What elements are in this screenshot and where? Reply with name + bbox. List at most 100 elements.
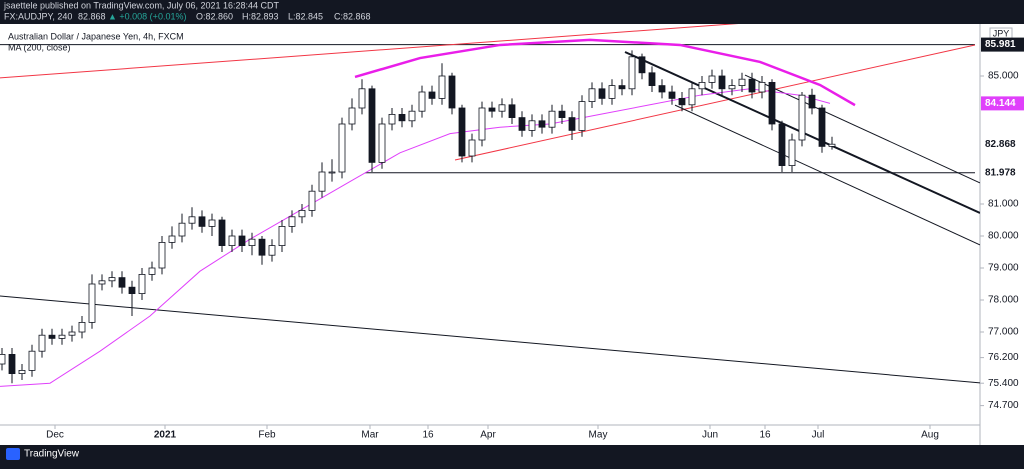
candle-body xyxy=(768,81,776,125)
candle-body xyxy=(708,75,716,83)
candle-body xyxy=(428,91,436,99)
trend-line xyxy=(0,295,980,384)
x-tick-label: Apr xyxy=(480,430,496,441)
y-tick-label: 80.000 xyxy=(988,231,1019,242)
x-tick-label: 2021 xyxy=(154,430,177,441)
candle-body xyxy=(348,107,356,125)
x-tick-label: Jul xyxy=(812,430,825,441)
price-label-box xyxy=(981,165,1024,180)
candle-body xyxy=(718,75,726,90)
candle-body xyxy=(438,75,446,99)
candle-body xyxy=(658,85,666,93)
candle-body xyxy=(58,334,66,339)
legend-symbol: Australian Dollar / Japanese Yen, 4h, FX… xyxy=(8,31,184,41)
y-tick-label: 85.000 xyxy=(988,71,1019,82)
candle-body xyxy=(788,139,796,166)
candle-body xyxy=(308,190,316,211)
candle-body xyxy=(688,88,696,106)
candle-body xyxy=(588,88,596,102)
trend-line xyxy=(354,38,856,107)
candle-body xyxy=(68,331,76,336)
y-tick-label: 79.000 xyxy=(988,263,1019,274)
candle-body xyxy=(488,107,496,112)
candle-body xyxy=(0,354,6,365)
candle-body xyxy=(158,242,166,269)
candle-body xyxy=(288,216,296,227)
candle-body xyxy=(208,219,216,227)
candle-body xyxy=(628,56,636,90)
candle-body xyxy=(618,85,626,90)
candle-body xyxy=(128,286,136,295)
candle-body xyxy=(578,101,586,131)
plot xyxy=(0,24,980,387)
price-label-box xyxy=(981,137,1024,152)
candle-body xyxy=(338,123,346,173)
price-label: 85.981 xyxy=(985,39,1016,50)
candle-body xyxy=(198,216,206,227)
candle-body xyxy=(478,107,486,141)
chart-pane xyxy=(0,24,1024,445)
candle-body xyxy=(368,88,376,163)
legend-ma: MA (200, close) xyxy=(8,42,71,52)
ma-line xyxy=(0,88,831,387)
currency: JPY xyxy=(993,28,1010,38)
candle-body xyxy=(468,139,476,157)
candle-body xyxy=(18,370,26,375)
candle-body xyxy=(268,245,276,256)
candle-body xyxy=(48,334,56,339)
candle-body xyxy=(258,238,266,256)
candle-body xyxy=(638,56,646,74)
candle-body xyxy=(608,85,616,99)
candle-body xyxy=(328,171,336,174)
candle-body xyxy=(648,72,656,86)
candle-body xyxy=(8,354,16,375)
candle-body xyxy=(448,75,456,109)
price-label: 82.868 xyxy=(985,139,1016,150)
candle-body xyxy=(138,274,146,295)
y-tick-label: 77.000 xyxy=(988,327,1019,338)
candle-body xyxy=(38,334,46,352)
candle-body xyxy=(358,88,366,109)
candle-body xyxy=(498,104,506,112)
candle-body xyxy=(118,277,126,288)
candle-body xyxy=(238,235,246,247)
x-tick-label: Aug xyxy=(921,430,939,441)
x-tick-label: Feb xyxy=(258,430,276,441)
y-tick-label: 81.000 xyxy=(988,199,1019,210)
change: ▲ +0.008 (+0.01%) xyxy=(108,11,186,21)
trend-line xyxy=(454,44,976,161)
low-text: L:82.845 xyxy=(288,11,323,21)
brand: TradingView xyxy=(24,449,80,460)
symbol: FX:AUDJPY, 240 xyxy=(4,11,72,21)
price-label-box xyxy=(981,37,1024,52)
y-tick-label: 74.700 xyxy=(988,400,1019,411)
y-tick-label: 78.000 xyxy=(988,295,1019,306)
y-tick-label: 75.400 xyxy=(988,378,1019,389)
candle-body xyxy=(528,120,536,131)
y-tick-label: 76.200 xyxy=(988,352,1019,363)
candle-body xyxy=(728,85,736,90)
candle-body xyxy=(278,226,286,247)
candle-body xyxy=(748,78,756,93)
candle-body xyxy=(518,117,526,131)
candle-body xyxy=(78,322,86,333)
candle-body xyxy=(98,280,106,285)
x-tick-label: 16 xyxy=(422,430,434,441)
candle-body xyxy=(548,110,556,128)
candle-body xyxy=(378,123,386,163)
candle-body xyxy=(188,216,196,224)
candle-body xyxy=(678,97,686,106)
candle-body xyxy=(778,123,786,166)
candle-body xyxy=(388,113,396,125)
candle-body xyxy=(228,235,236,247)
candle-body xyxy=(558,110,566,118)
trend-line xyxy=(0,24,739,79)
candle-body xyxy=(218,219,226,247)
candle-body xyxy=(298,209,306,218)
price-label-box xyxy=(981,96,1024,111)
published-line: jsaettele published on TradingView.com, … xyxy=(3,0,280,10)
open-text: O:82.860 xyxy=(196,11,233,21)
x-tick-label: 16 xyxy=(759,430,771,441)
x-tick-label: Jun xyxy=(702,430,718,441)
